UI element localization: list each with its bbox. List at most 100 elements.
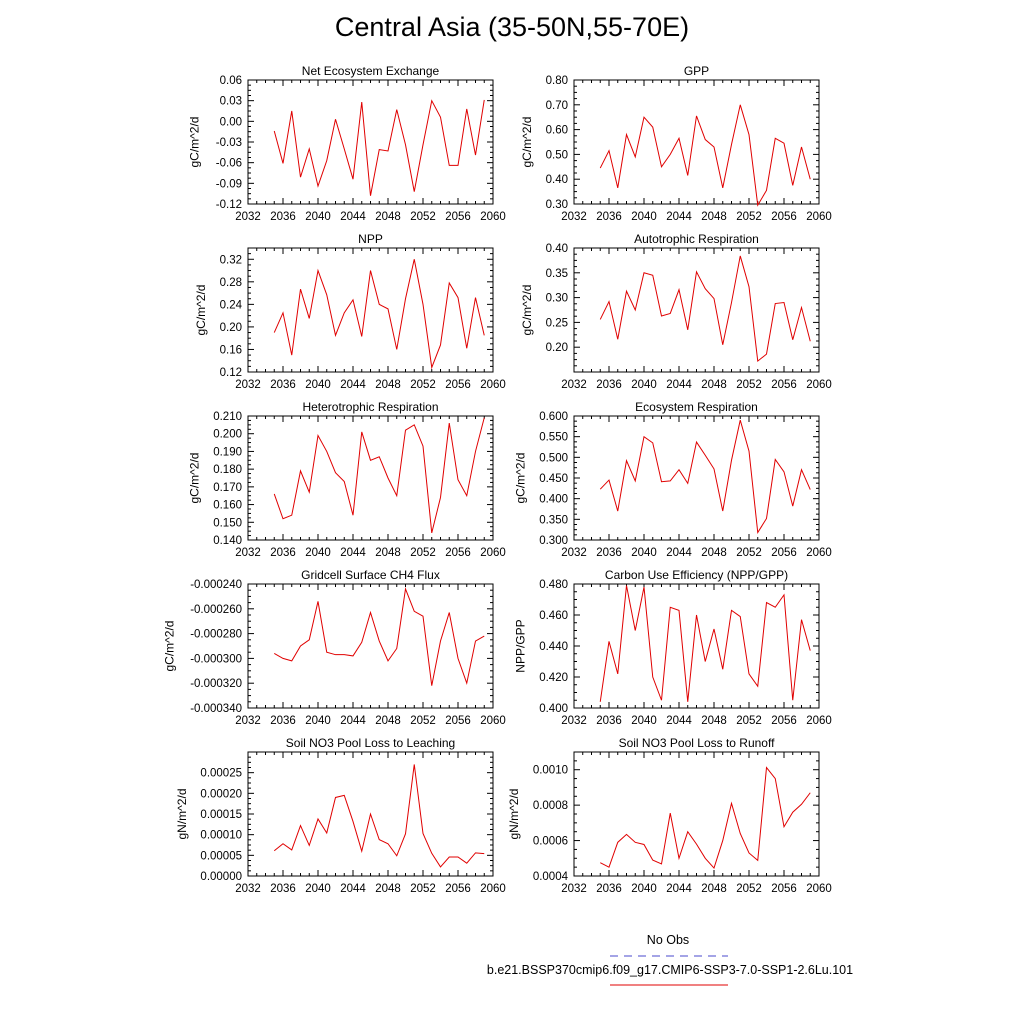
y-tick-label: 0.400 — [539, 703, 568, 715]
y-tick-label: 0.160 — [213, 500, 242, 512]
x-tick-label: 2036 — [596, 547, 622, 559]
x-tick-label: 2048 — [701, 211, 727, 223]
chart-title: Carbon Use Efficiency (NPP/GPP) — [605, 568, 788, 582]
x-tick-label: 2048 — [375, 211, 401, 223]
series-line — [600, 766, 811, 870]
y-tick-label: 0.0010 — [533, 765, 568, 777]
x-tick-label: 2036 — [596, 883, 622, 895]
x-tick-label: 2052 — [736, 379, 762, 391]
x-tick-label: 2032 — [561, 547, 587, 559]
y-tick-label: -0.12 — [216, 199, 242, 211]
y-tick-label: 0.00025 — [200, 768, 242, 780]
x-tick-label: 2060 — [480, 379, 506, 391]
x-tick-label: 2052 — [410, 211, 436, 223]
y-tick-label: 0.00010 — [200, 830, 242, 842]
chart-panel-10: Soil NO3 Pool Loss to Runoff 2032 2036 2040… — [507, 736, 832, 895]
x-tick-label: 2036 — [270, 379, 296, 391]
x-tick-label: 2044 — [340, 883, 366, 895]
chart-title: Ecosystem Respiration — [635, 400, 758, 414]
series-line — [274, 587, 485, 686]
x-tick-label: 2032 — [235, 379, 261, 391]
x-tick-label: 2032 — [235, 211, 261, 223]
x-tick-label: 2056 — [445, 715, 471, 727]
plot-frame — [573, 751, 820, 877]
y-tick-label: -0.000320 — [190, 678, 242, 690]
y-tick-label: 0.00005 — [200, 850, 242, 862]
x-tick-label: 2032 — [235, 883, 261, 895]
x-tick-label: 2036 — [270, 547, 296, 559]
x-tick-label: 2036 — [270, 211, 296, 223]
x-tick-label: 2044 — [340, 547, 366, 559]
y-tick-label: -0.09 — [216, 178, 242, 190]
legend-case-label: b.e21.BSSP370cmip6.f09_g17.CMIP6-SSP3-7.… — [486, 963, 854, 977]
plot-frame — [247, 247, 494, 373]
chart-panel-8: Carbon Use Efficiency (NPP/GPP) 2032 2036 2… — [514, 568, 832, 727]
y-tick-label: 0.440 — [539, 641, 568, 653]
x-tick-label: 2036 — [596, 211, 622, 223]
series-line — [599, 104, 811, 207]
x-tick-label: 2040 — [631, 379, 657, 391]
y-tick-label: 0.170 — [213, 482, 242, 494]
x-tick-label: 2044 — [666, 715, 692, 727]
x-tick-label: 2056 — [771, 715, 797, 727]
y-tick-label: 0.190 — [213, 446, 242, 458]
y-axis-label: gC/m^2/d — [188, 117, 202, 168]
y-tick-label: 0.25 — [546, 317, 568, 329]
y-axis-label: gN/m^2/d — [175, 789, 189, 840]
x-tick-label: 2052 — [410, 547, 436, 559]
y-tick-label: 0.00000 — [200, 871, 242, 883]
x-tick-label: 2044 — [340, 715, 366, 727]
x-tick-label: 2040 — [631, 211, 657, 223]
x-tick-label: 2040 — [305, 547, 331, 559]
chart-title: Autotrophic Respiration — [634, 232, 759, 246]
y-axis-label: gC/m^2/d — [194, 285, 208, 336]
x-tick-label: 2032 — [561, 715, 587, 727]
chart-panel-2: GPP 2032 2036 2040 2044 2048 2052 2056 2060 0.30 0… — [520, 64, 832, 223]
y-tick-label: 0.0004 — [533, 871, 569, 883]
y-tick-label: 0.20 — [220, 322, 242, 334]
y-tick-label: -0.000340 — [190, 703, 242, 715]
x-tick-label: 2044 — [666, 211, 692, 223]
y-tick-label: 0.80 — [546, 75, 568, 87]
y-tick-label: 0.350 — [539, 514, 568, 526]
y-axis-label: gC/m^2/d — [188, 453, 202, 504]
series-line — [273, 764, 485, 868]
x-tick-label: 2044 — [340, 211, 366, 223]
legend-obs-label: No Obs — [646, 933, 690, 947]
series-line — [273, 99, 485, 196]
chart-title: Gridcell Surface CH4 Flux — [301, 568, 440, 582]
y-tick-label: 0.20 — [546, 342, 568, 354]
x-tick-label: 2036 — [270, 715, 296, 727]
y-tick-label: 0.60 — [546, 125, 568, 137]
y-tick-label: -0.000260 — [190, 604, 242, 616]
plot-frame — [247, 583, 494, 709]
plot-frame — [573, 415, 820, 541]
chart-panel-3: NPP 2032 2036 2040 2044 2048 2052 2056 2060 0.12 0… — [194, 232, 506, 391]
y-tick-label: 0.420 — [539, 672, 568, 684]
y-tick-label: -0.06 — [216, 158, 242, 170]
x-tick-label: 2040 — [305, 883, 331, 895]
y-tick-label: -0.000300 — [190, 653, 242, 665]
y-tick-label: 0.200 — [213, 429, 242, 441]
chart-title: Soil NO3 Pool Loss to Leaching — [286, 736, 455, 750]
x-tick-label: 2060 — [806, 547, 832, 559]
chart-panel-6: Ecosystem Respiration 2032 2036 2040 2044 204… — [514, 400, 832, 559]
y-tick-label: 0.480 — [539, 579, 568, 591]
x-tick-label: 2060 — [806, 715, 832, 727]
x-tick-label: 2060 — [806, 379, 832, 391]
x-tick-label: 2048 — [701, 715, 727, 727]
x-tick-label: 2044 — [666, 379, 692, 391]
series-line — [599, 585, 811, 702]
y-tick-label: 0.0008 — [533, 800, 568, 812]
series-line — [273, 417, 485, 534]
y-tick-label: 0.06 — [220, 75, 242, 87]
x-tick-label: 2056 — [445, 211, 471, 223]
y-axis-label: NPP/GPP — [514, 619, 528, 672]
x-tick-label: 2048 — [375, 379, 401, 391]
y-tick-label: 0.00 — [220, 116, 242, 128]
series-line — [599, 419, 811, 535]
x-tick-label: 2048 — [701, 379, 727, 391]
y-tick-label: 0.450 — [539, 473, 568, 485]
y-tick-label: 0.600 — [539, 411, 568, 423]
y-tick-label: 0.35 — [546, 268, 568, 280]
